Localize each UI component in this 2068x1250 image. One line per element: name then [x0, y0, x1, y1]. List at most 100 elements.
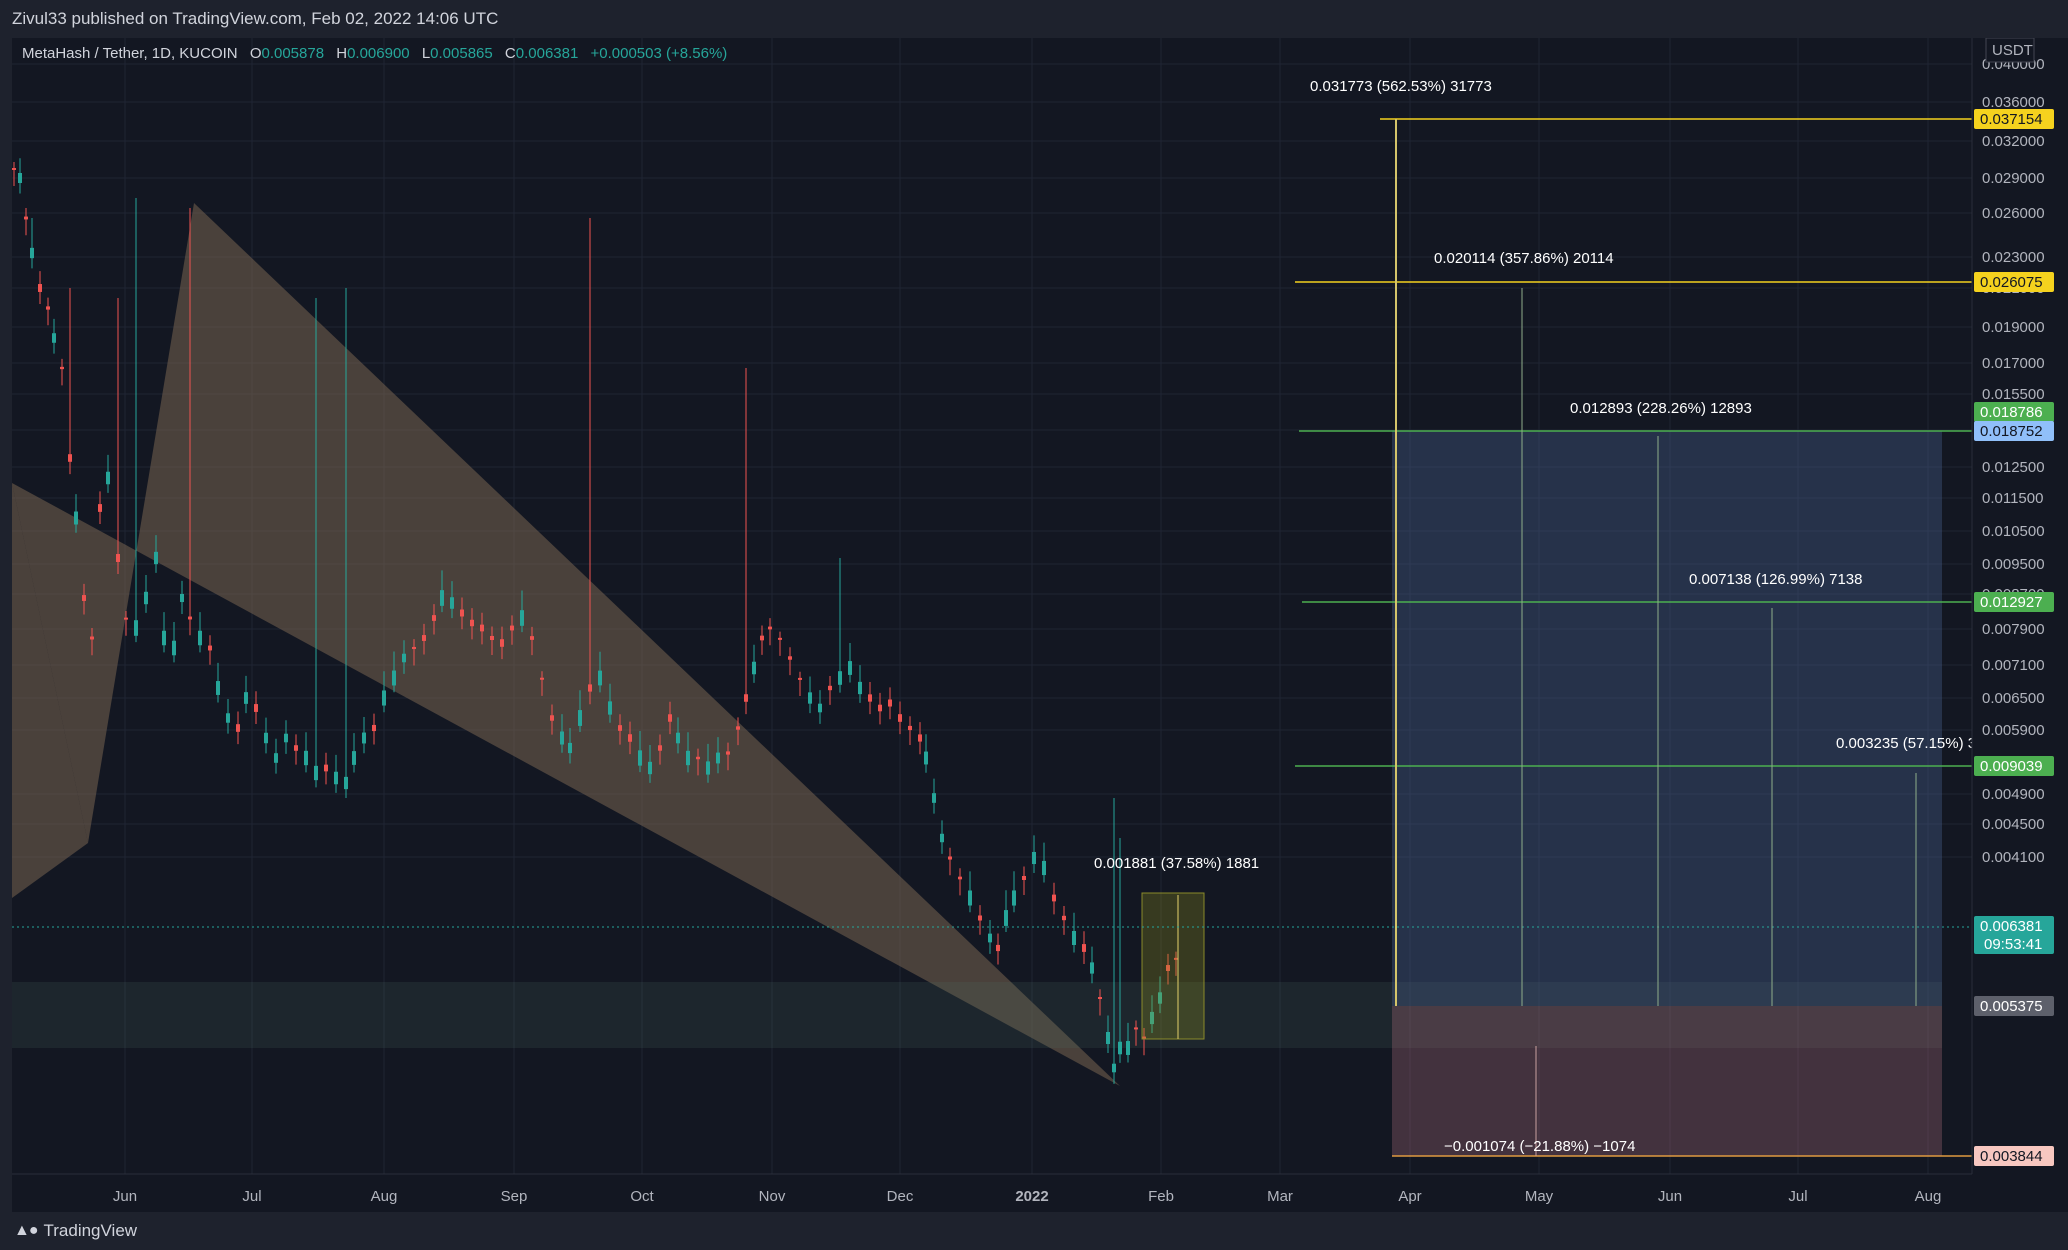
- measure-box[interactable]: [1141, 892, 1205, 1040]
- low-label: L: [421, 45, 431, 62]
- candle-body: [124, 617, 128, 620]
- candle-body: [1118, 1041, 1122, 1055]
- price-axis[interactable]: [1972, 38, 2068, 1212]
- tradingview-logo-icon: ▲●: [14, 1222, 38, 1239]
- candle-body: [696, 756, 700, 760]
- candle-body: [1022, 876, 1026, 880]
- candle-body: [868, 694, 872, 702]
- time-tick-label: Aug: [371, 1188, 398, 1205]
- chart-pane[interactable]: 0.031773 (562.53%) 31773 0.020114 (357.8…: [12, 38, 2068, 1212]
- time-tick-label: Feb: [1148, 1188, 1174, 1205]
- candle-body: [294, 745, 298, 751]
- time-tick-label: Jul: [242, 1188, 261, 1205]
- candle-body: [188, 616, 192, 620]
- support-zone[interactable]: [12, 982, 1942, 1048]
- candle-body: [144, 591, 148, 605]
- candle-body: [304, 750, 308, 766]
- low-value: 0.005865: [430, 45, 493, 62]
- candle-body: [1166, 965, 1170, 971]
- price-tick-label: 0.017000: [1982, 355, 2045, 372]
- candle-body: [878, 704, 882, 712]
- candle-body: [918, 734, 922, 742]
- price-tick-label: 0.015500: [1982, 386, 2045, 403]
- price-tag[interactable]: [1974, 109, 2054, 129]
- price-tag[interactable]: [1974, 592, 2054, 612]
- candle-body: [412, 646, 416, 650]
- candle-body: [440, 590, 444, 606]
- price-tag[interactable]: [1974, 402, 2054, 422]
- price-tick-label: 0.019000: [1982, 319, 2045, 336]
- price-tag[interactable]: [1974, 421, 2054, 441]
- candle-body: [578, 710, 582, 726]
- currency-badge[interactable]: [1985, 38, 2035, 63]
- position-loss-zone[interactable]: [1392, 1006, 1942, 1156]
- time-tick-label: Dec: [887, 1188, 914, 1205]
- high-value: 0.006900: [347, 45, 410, 62]
- candle-body: [18, 172, 22, 184]
- candle-body: [470, 619, 474, 627]
- price-tag[interactable]: [1974, 1146, 2054, 1166]
- candle-body: [1098, 997, 1102, 1000]
- time-tick-label: Oct: [630, 1188, 654, 1205]
- candle-body: [254, 704, 258, 712]
- candle-body: [958, 876, 962, 880]
- currency-label: USDT: [1992, 42, 2033, 59]
- candlestick-series: [12, 158, 1178, 1084]
- candle-body: [422, 635, 426, 641]
- candle-body: [382, 690, 386, 706]
- candle-body: [236, 724, 240, 732]
- time-tick-label: Jul: [1788, 1188, 1807, 1205]
- price-tick-label: 0.009500: [1982, 556, 2045, 573]
- candle-body: [90, 636, 94, 640]
- price-tag[interactable]: [1974, 996, 2054, 1016]
- candle-body: [848, 661, 852, 675]
- candle-body: [392, 670, 396, 686]
- candle-body: [530, 636, 534, 640]
- candle-body: [520, 610, 524, 626]
- time-tick-label: May: [1525, 1188, 1554, 1205]
- candle-body: [676, 732, 680, 744]
- annotation-1: 0.031773 (562.53%) 31773: [1310, 78, 1492, 95]
- candle-body: [1112, 1063, 1116, 1073]
- candle-body: [726, 751, 730, 755]
- open-label: O: [249, 45, 262, 62]
- candle-body: [540, 677, 544, 680]
- position-profit-zone[interactable]: [1392, 431, 1942, 1006]
- price-tag[interactable]: [1974, 272, 2054, 292]
- candle-body: [480, 624, 484, 632]
- price-tag-label: 0.005375: [1980, 998, 2043, 1015]
- candle-body: [490, 635, 494, 641]
- candle-body: [46, 306, 50, 310]
- candle-body: [68, 454, 72, 462]
- candle-body: [898, 714, 902, 722]
- candle-body: [344, 776, 348, 790]
- candle-body: [608, 701, 612, 715]
- price-tag-label: 0.037154: [1980, 111, 2043, 128]
- price-tag[interactable]: [1974, 756, 2054, 776]
- symbol-title[interactable]: MetaHash / Tether, 1D, KUCOIN: [22, 45, 238, 62]
- tradingview-logo[interactable]: ▲● TradingView: [14, 1221, 137, 1241]
- time-tick-label: Apr: [1398, 1188, 1421, 1205]
- chart-canvas[interactable]: 0.031773 (562.53%) 31773 0.020114 (357.8…: [12, 38, 2068, 1212]
- time-tick-label: Mar: [1267, 1188, 1293, 1205]
- candle-body: [924, 751, 928, 765]
- price-tag[interactable]: [1974, 916, 2054, 954]
- candle-body: [274, 753, 278, 763]
- close-label: C: [504, 45, 516, 62]
- candle-body: [314, 765, 318, 781]
- wedge-left-leg: [12, 483, 88, 898]
- candle-body: [198, 630, 202, 646]
- candle-body: [716, 752, 720, 764]
- countdown-label: 09:53:41: [1984, 936, 2042, 953]
- annotation-3: 0.012893 (228.26%) 12893: [1570, 400, 1752, 417]
- candle-body: [38, 284, 42, 292]
- price-tick-label: 0.026000: [1982, 205, 2045, 222]
- candle-body: [940, 833, 944, 843]
- candle-body: [134, 620, 138, 636]
- price-tag-label: 0.012927: [1980, 594, 2043, 611]
- time-axis[interactable]: Jun Jul Aug Sep Oct Nov Dec 2022 Feb Mar Apr May Jun…: [113, 1188, 1941, 1205]
- candle-body: [560, 731, 564, 745]
- candle-body: [588, 684, 592, 692]
- wedge-pattern[interactable]: [12, 203, 1120, 1086]
- symbol-legend[interactable]: MetaHash / Tether, 1D, KUCOIN O0.005878 …: [22, 45, 727, 62]
